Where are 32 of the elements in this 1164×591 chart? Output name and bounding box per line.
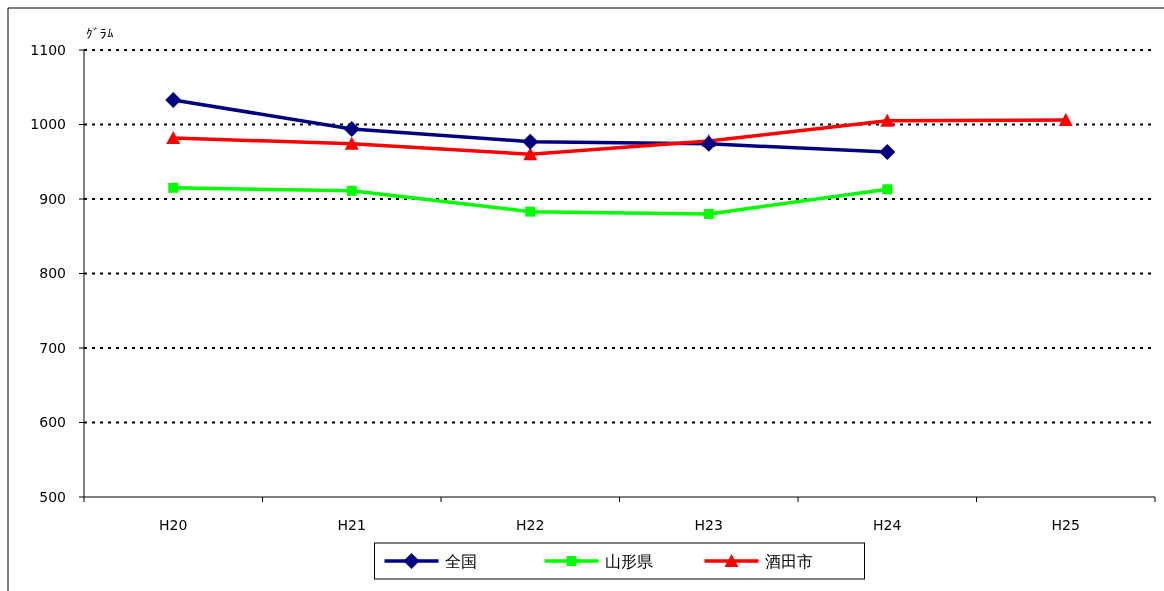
y-tick-label: 700 (39, 339, 66, 356)
x-tick-label: H21 (337, 517, 366, 533)
point (879, 144, 896, 161)
point (166, 130, 181, 144)
point (523, 147, 538, 161)
point (346, 185, 357, 196)
point (165, 91, 182, 108)
y-tick-label: 1100 (30, 41, 66, 58)
point (525, 206, 536, 217)
y-tick-label: 1000 (30, 116, 66, 133)
y-tick-label: 500 (39, 488, 66, 505)
legend-label: 全国 (444, 551, 477, 571)
point (703, 208, 714, 219)
point (344, 136, 359, 150)
y-axis-title: ｸﾞﾗﾑ (86, 26, 114, 41)
point (1058, 113, 1073, 127)
x-tick-label: H20 (159, 517, 188, 533)
point (522, 133, 539, 150)
y-tick-label: 800 (39, 265, 66, 282)
point (343, 120, 360, 137)
point (880, 113, 895, 127)
legend-label: 山形県 (604, 551, 653, 571)
legend-label: 酒田市 (764, 551, 813, 571)
x-tick-label: H23 (694, 517, 723, 533)
y-tick-label: 900 (39, 190, 66, 207)
x-tick-label: H24 (873, 517, 902, 533)
x-tick-label: H25 (1051, 517, 1080, 533)
x-tick-label: H22 (516, 517, 545, 533)
y-tick-label: 600 (39, 414, 66, 431)
point (882, 184, 893, 195)
point (168, 182, 179, 193)
point (700, 135, 717, 152)
